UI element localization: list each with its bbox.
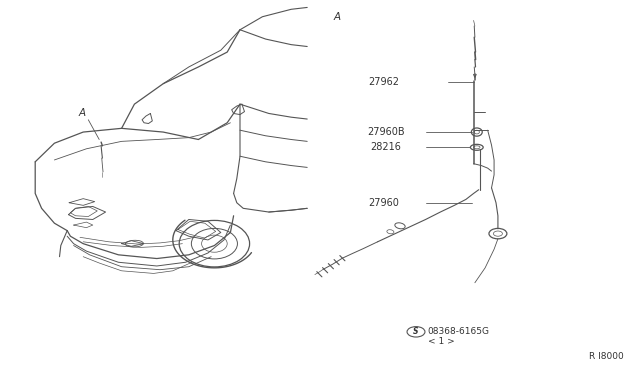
Text: 27960B: 27960B [367,127,405,137]
Text: R I8000: R I8000 [589,352,624,361]
Text: S: S [413,327,419,336]
Text: < 1 >: < 1 > [428,337,454,346]
Text: A: A [78,109,86,118]
Text: 08368-6165G: 08368-6165G [428,327,490,336]
Text: 27960: 27960 [369,198,399,208]
Text: 27962: 27962 [369,77,399,87]
Text: A: A [333,12,341,22]
Text: 28216: 28216 [371,142,401,152]
